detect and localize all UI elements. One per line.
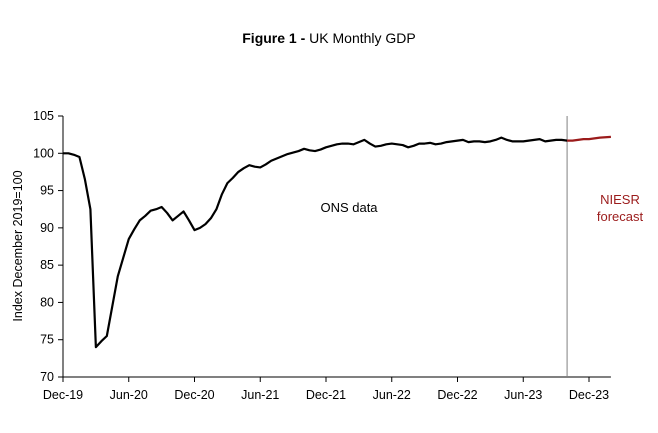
y-tick-label: 85 (40, 258, 54, 272)
x-tick-label: Jun-23 (504, 388, 542, 402)
chart-title-rest: UK Monthly GDP (305, 30, 416, 46)
y-axis-title: Index December 2019=100 (11, 170, 25, 321)
x-tick-label: Dec-19 (43, 388, 83, 402)
y-tick-label: 105 (33, 109, 54, 123)
chart-title: Figure 1 - UK Monthly GDP (0, 30, 658, 46)
annotation-forecast: forecast (597, 209, 644, 224)
series-line-niesr-forecast (567, 135, 611, 142)
x-tick-label: Jun-21 (241, 388, 279, 402)
x-tick-label: Dec-22 (437, 388, 477, 402)
y-tick-label: 100 (33, 146, 54, 160)
y-tick-label: 70 (40, 370, 54, 384)
x-tick-label: Jun-20 (110, 388, 148, 402)
y-tick-label: 75 (40, 333, 54, 347)
y-tick-label: 95 (40, 184, 54, 198)
series-line-ons-data (63, 136, 568, 349)
annotation-ons-data: ONS data (320, 200, 378, 215)
plot-area: 70 75 80 85 90 95 100 105 Dec-19 Jun-20 Dec-20 Jun-… (33, 109, 611, 402)
annotation-niesr: NIESR (600, 192, 640, 207)
x-tick-label: Dec-21 (306, 388, 346, 402)
chart-title-bold: Figure 1 - (242, 30, 306, 46)
x-tick-label: Dec-23 (569, 388, 609, 402)
y-tick-label: 80 (40, 295, 54, 309)
y-tick-label: 90 (40, 221, 54, 235)
x-tick-label: Jun-22 (373, 388, 411, 402)
x-tick-label: Dec-20 (174, 388, 214, 402)
